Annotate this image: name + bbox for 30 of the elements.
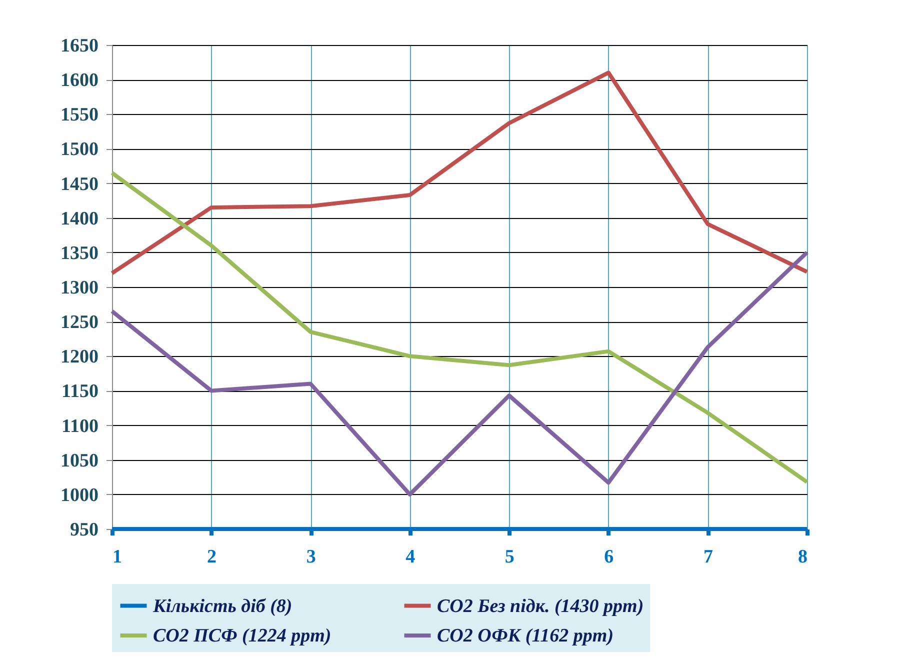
- y-tick-label: 1650: [60, 36, 98, 56]
- x-tick-label: 3: [306, 546, 316, 568]
- legend-label: CO2 ОФК (1162 ppm): [437, 626, 614, 646]
- legend-label: Кількість діб (8): [152, 596, 292, 617]
- x-tick-label: 7: [703, 546, 714, 568]
- line-series: [110, 250, 809, 496]
- y-tick-label: 1200: [60, 346, 98, 368]
- x-tick-label: 6: [604, 546, 614, 568]
- x-tick-label: 8: [798, 546, 808, 568]
- y-tick-label: 1600: [60, 70, 98, 92]
- y-tick-label: 1550: [60, 104, 98, 126]
- y-tick-label: 1100: [62, 416, 98, 437]
- line-series: [110, 70, 809, 276]
- y-tick-label: 1050: [60, 450, 98, 472]
- x-tick-label: 4: [406, 546, 416, 568]
- x-tick-label: 1: [112, 546, 122, 568]
- y-tick-label: 1400: [60, 208, 98, 230]
- y-tick-label: 1300: [60, 278, 98, 298]
- legend-label: CO2 Без підк. (1430 ppm): [437, 596, 644, 617]
- y-tick-label: 1450: [60, 174, 98, 195]
- x-tick-label: 2: [207, 546, 217, 568]
- legend-label: CO2 ПСФ (1224 ppm): [153, 626, 332, 646]
- y-tick-label: 1350: [60, 242, 98, 264]
- x-tick-label: 5: [504, 546, 514, 568]
- y-tick-label: 1250: [60, 312, 98, 334]
- y-tick-label: 1150: [62, 381, 98, 402]
- line-series: [110, 170, 809, 484]
- y-tick-label: 1000: [60, 484, 98, 506]
- y-tick-label: 1500: [60, 139, 98, 160]
- y-tick-label: 950: [70, 520, 98, 540]
